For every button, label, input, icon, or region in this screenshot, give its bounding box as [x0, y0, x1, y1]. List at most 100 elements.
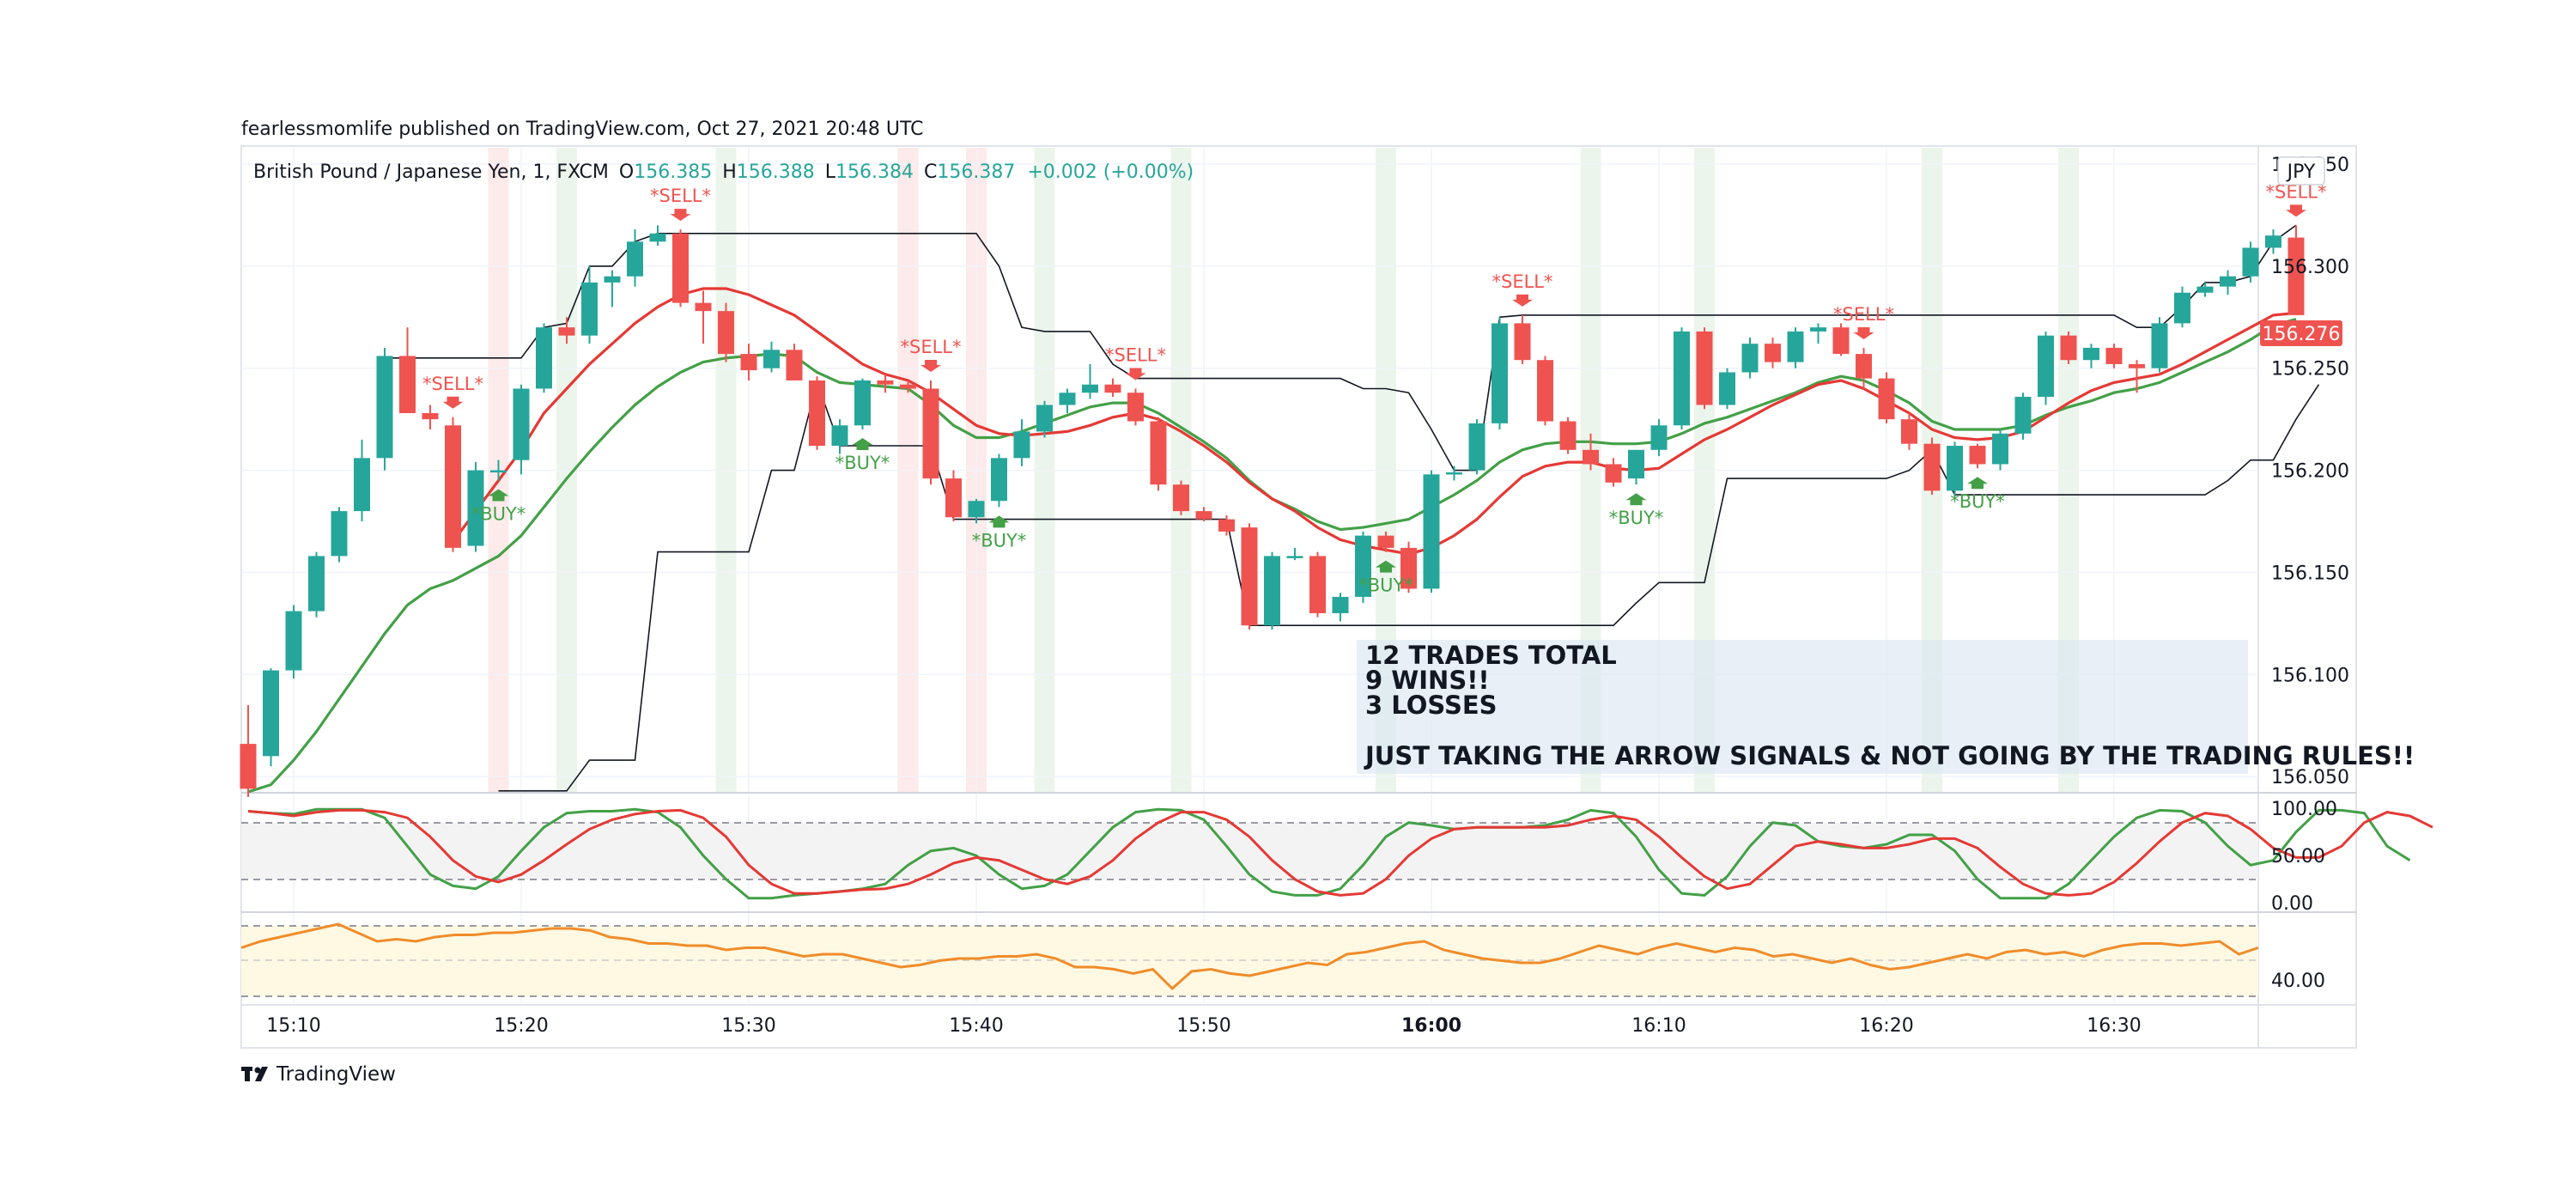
candle	[877, 374, 894, 393]
note-line-1: 12 TRADES TOTAL	[1365, 641, 1617, 670]
legend-high-label: H	[722, 161, 737, 183]
candle-body	[2242, 247, 2259, 277]
candle-body	[900, 384, 916, 389]
published-line: fearlessmomlife published on TradingView…	[241, 119, 923, 140]
candle	[422, 405, 439, 430]
oscillator-tick-label: 40.00	[2271, 971, 2325, 992]
price-channel	[385, 224, 2320, 792]
candle	[2196, 282, 2214, 297]
moving-averages	[247, 287, 2297, 794]
candle-body	[2129, 363, 2145, 368]
candle	[1741, 338, 1759, 379]
candle-body	[1674, 331, 1690, 426]
candle-body	[1696, 331, 1713, 405]
candle-body	[1286, 556, 1303, 558]
stochastic-tick-label: 50.00	[2271, 846, 2325, 867]
candle-body	[1195, 511, 1212, 520]
candle-body	[240, 744, 257, 789]
sell-signal: *SELL*	[1492, 271, 1553, 307]
candle-body	[1810, 327, 1826, 332]
candle	[1765, 338, 1781, 368]
candle	[786, 344, 803, 380]
candle	[991, 453, 1007, 508]
candle	[558, 317, 575, 344]
red-moving-average	[452, 287, 2297, 556]
candle	[1787, 327, 1804, 368]
candle	[854, 378, 871, 430]
note-line-2: 9 WINS!!	[1365, 666, 1490, 695]
buy-signal: *BUY*	[835, 438, 890, 473]
candle-body	[2060, 335, 2077, 361]
time-tick-label: 16:20	[1859, 1015, 1913, 1037]
candle	[1377, 531, 1394, 552]
candle-body	[1492, 323, 1508, 423]
buy-arrow-icon	[488, 489, 509, 502]
buy-signal: *BUY*	[972, 515, 1027, 551]
sell-arrow-icon	[1512, 294, 1533, 307]
candle-body	[1878, 378, 1895, 420]
candle-body	[354, 458, 370, 512]
note-line-3: 3 LOSSES	[1365, 691, 1498, 720]
candle-body	[877, 380, 894, 385]
candle	[376, 347, 393, 471]
price-tick-label: 156.250	[2271, 359, 2349, 380]
candle	[1923, 437, 1941, 496]
candle-body	[968, 501, 985, 518]
candle	[581, 265, 598, 344]
time-tick-label: 15:20	[494, 1015, 548, 1037]
candle	[2287, 225, 2305, 315]
candle	[263, 668, 279, 767]
oscillators	[240, 807, 2433, 991]
candle	[1104, 378, 1121, 397]
buy-signal-label: *BUY*	[1358, 575, 1413, 596]
candle	[1195, 507, 1212, 521]
legend-high: 156.388	[737, 161, 815, 183]
sell-arrow-icon	[442, 396, 464, 409]
candle	[1628, 449, 1644, 485]
candle-body	[740, 354, 757, 371]
candle-body	[945, 478, 962, 518]
candle	[604, 270, 621, 307]
legend: British Pound / Japanese Yen, 1, FXCM O15…	[253, 161, 1194, 183]
candle-body	[1947, 446, 1963, 491]
legend-low-label: L	[825, 161, 836, 183]
candle	[1583, 433, 1599, 471]
candle	[2129, 360, 2145, 393]
candle	[2242, 241, 2259, 283]
candle	[695, 290, 712, 344]
candle	[1127, 388, 1144, 426]
candle-body	[1741, 344, 1759, 373]
candle-body	[831, 425, 848, 447]
candle	[240, 704, 257, 797]
candle-body	[2265, 235, 2281, 248]
candle-body	[558, 327, 575, 336]
candle-body	[1355, 535, 1371, 597]
candle-body	[1719, 372, 1735, 405]
price-tick-label: 156.200	[2271, 461, 2349, 483]
candle	[1468, 419, 1485, 475]
candle-body	[1173, 484, 1189, 512]
candle	[399, 327, 416, 414]
candle-body	[1901, 419, 1917, 444]
buy-arrow-icon	[1967, 477, 1988, 490]
candle-body	[2105, 347, 2123, 364]
candle-body	[2174, 292, 2190, 324]
currency-badge[interactable]	[2277, 156, 2325, 186]
candle	[285, 605, 302, 679]
candle-body	[2151, 323, 2168, 368]
candle-body	[1628, 449, 1644, 479]
candle	[763, 341, 780, 373]
sell-arrow-icon	[1853, 326, 1874, 339]
candle-body	[1559, 421, 1577, 450]
buy-signal-label: *BUY*	[972, 530, 1027, 551]
buy-signal: *BUY*	[1609, 493, 1663, 528]
time-tick-label: 15:50	[1176, 1015, 1230, 1037]
candle	[1013, 419, 1030, 466]
buy-arrow-icon	[1625, 493, 1647, 506]
candle-body	[1468, 423, 1485, 471]
candle	[1446, 466, 1462, 481]
candle-body	[1446, 472, 1462, 475]
tradingview-logo[interactable]: TradingView	[241, 1063, 396, 1086]
candle-body	[1377, 535, 1394, 548]
